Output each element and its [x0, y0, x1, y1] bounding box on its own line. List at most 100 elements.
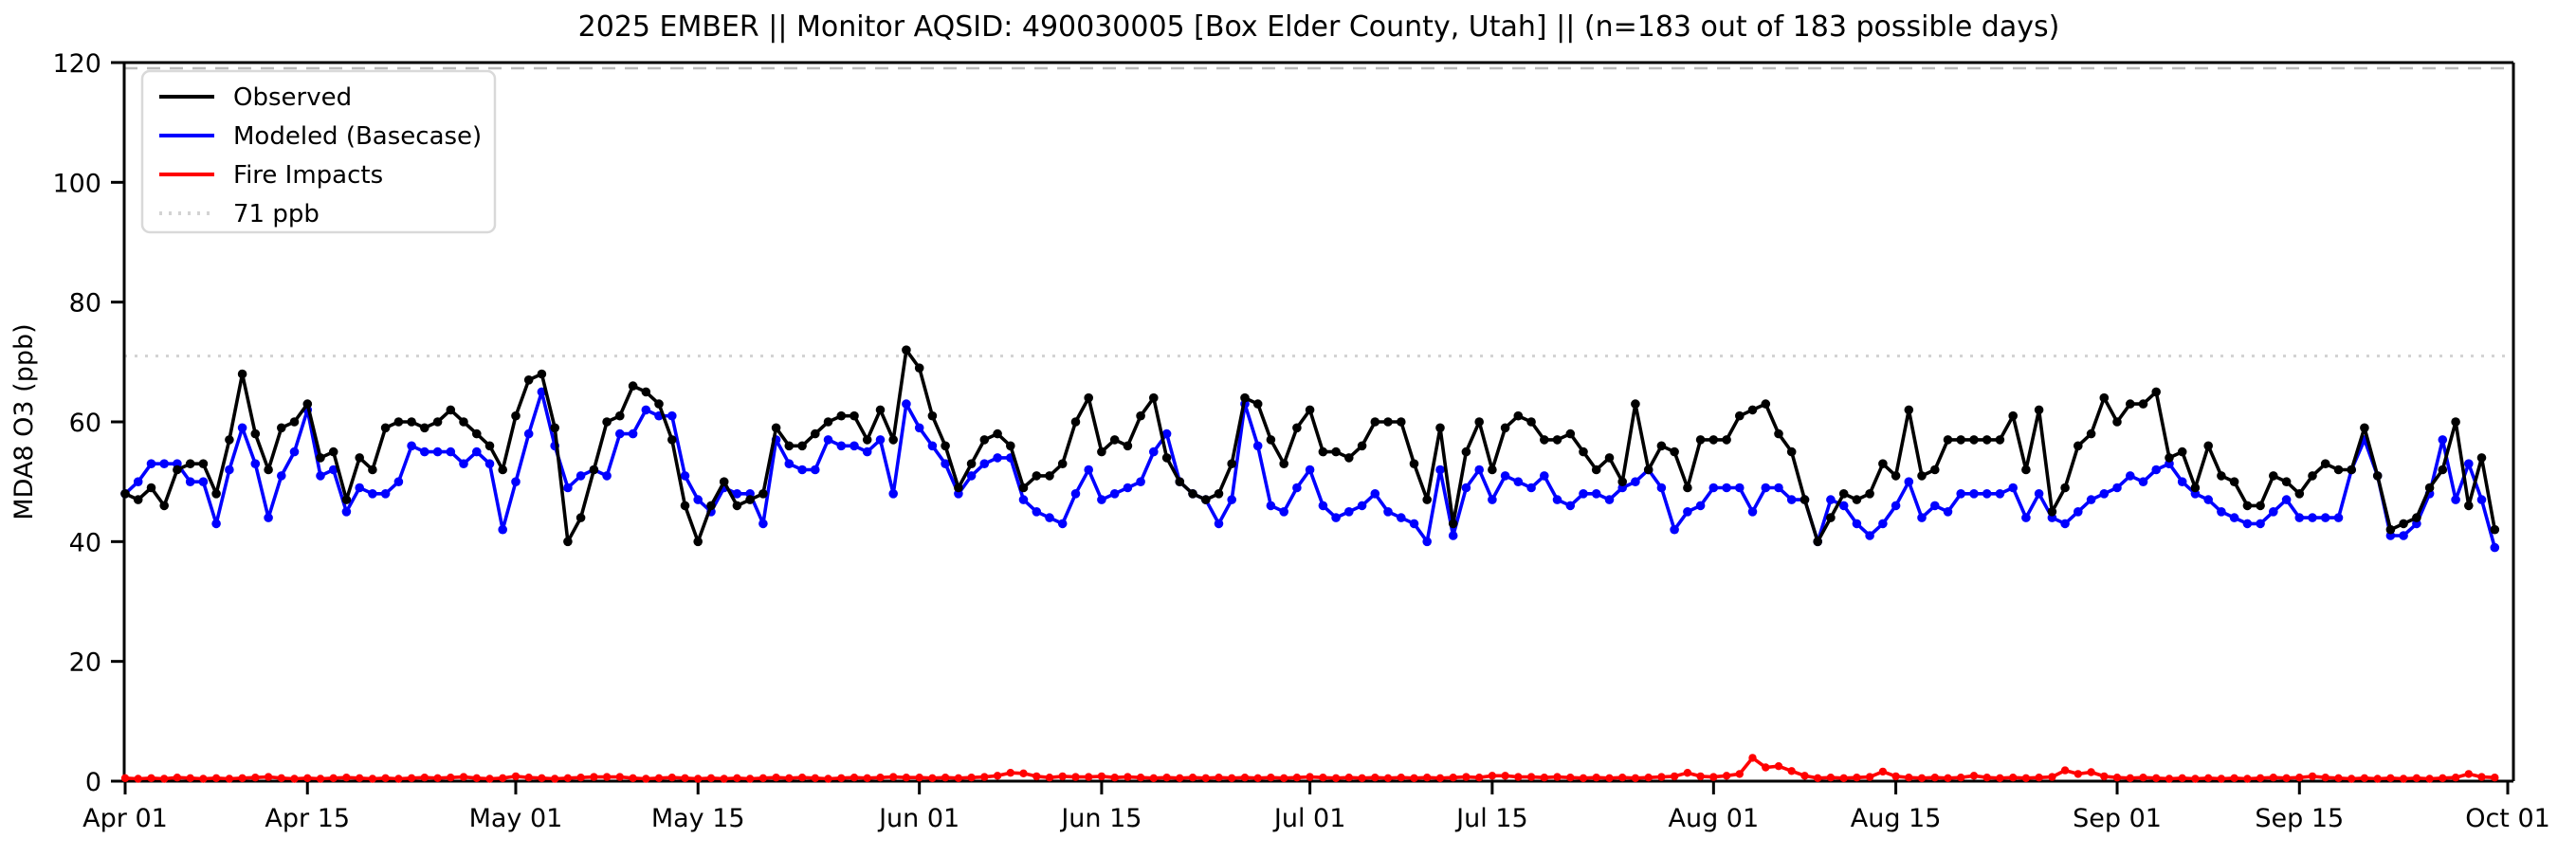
- modeled-basecase-point: [784, 459, 795, 469]
- fire-impacts-point: [1774, 762, 1783, 771]
- fire-impacts-point: [2126, 774, 2134, 782]
- fire-impacts-point: [2373, 775, 2382, 783]
- observed-point: [2451, 417, 2460, 427]
- fire-impacts-point: [1397, 774, 1406, 782]
- observed-point: [1109, 435, 1120, 445]
- observed-point: [1149, 392, 1159, 403]
- modeled-basecase-point: [1149, 447, 1159, 457]
- modeled-basecase-point: [1018, 495, 1029, 504]
- observed-point: [2242, 501, 2253, 511]
- fire-impacts-point: [1579, 774, 1588, 782]
- fire-impacts-point: [745, 775, 755, 783]
- modeled-basecase-point: [237, 423, 247, 433]
- observed-point: [380, 423, 391, 433]
- modeled-basecase-point: [628, 428, 638, 439]
- modeled-basecase-point: [850, 441, 859, 451]
- observed-point: [811, 428, 820, 439]
- fire-impacts-point: [2334, 774, 2343, 782]
- observed-point: [823, 417, 833, 427]
- observed-point: [850, 410, 859, 421]
- observed-point: [1617, 477, 1627, 486]
- modeled-basecase-point: [2177, 477, 2187, 486]
- modeled-basecase-point: [1292, 483, 1302, 493]
- fire-impacts-point: [1592, 774, 1600, 782]
- fire-impacts-point: [863, 774, 871, 782]
- modeled-basecase-point: [1383, 507, 1393, 517]
- observed-point: [615, 410, 625, 421]
- observed-point: [302, 399, 313, 409]
- fire-impacts-point: [1670, 772, 1679, 781]
- modeled-basecase-point: [1097, 495, 1106, 504]
- fire-impacts-point: [2321, 774, 2329, 782]
- observed-point: [836, 410, 847, 421]
- fire-impacts-point: [1045, 774, 1054, 782]
- observed-point: [264, 465, 273, 475]
- modeled-basecase-point: [1331, 513, 1341, 522]
- fire-impacts-point: [811, 774, 819, 782]
- observed-point: [1045, 471, 1054, 481]
- fire-impacts-point: [889, 773, 898, 781]
- fire-impacts-point: [1019, 769, 1028, 777]
- fire-impacts-point: [1826, 774, 1836, 782]
- modeled-basecase-point: [159, 459, 169, 469]
- modeled-basecase-point: [563, 483, 573, 493]
- observed-point: [185, 459, 195, 469]
- observed-line: [124, 348, 2497, 544]
- fire-impacts-point: [368, 775, 377, 783]
- x-tick-label: Jul 01: [1272, 804, 1346, 833]
- fire-impacts-point: [615, 773, 624, 781]
- fire-impacts-point: [485, 775, 494, 783]
- fire-impacts-point: [1644, 774, 1653, 782]
- modeled-basecase-point: [277, 471, 286, 481]
- modeled-basecase-point: [393, 477, 404, 486]
- modeled-basecase-point: [1123, 483, 1133, 493]
- modeled-basecase-point: [979, 459, 990, 469]
- modeled-basecase-point: [1747, 507, 1758, 517]
- fire-impacts-point: [928, 774, 937, 782]
- modeled-basecase-point: [446, 447, 456, 457]
- legend: Observed Modeled (Basecase) Fire Impacts…: [140, 69, 497, 234]
- fire-impacts-point: [1371, 774, 1379, 782]
- observed-point: [589, 465, 599, 475]
- observed-point: [1488, 465, 1497, 475]
- observed-point: [1123, 441, 1133, 451]
- observed-point: [1227, 459, 1236, 469]
- fire-impacts-point: [2021, 774, 2031, 782]
- observed-point: [2177, 447, 2187, 457]
- fire-impacts-point: [356, 774, 364, 782]
- legend-label-threshold: 71 ppb: [233, 200, 320, 228]
- fire-impacts-point: [1032, 772, 1041, 781]
- modeled-basecase-point: [797, 465, 807, 475]
- fire-impacts-point: [954, 774, 963, 782]
- fire-impacts-point: [1071, 773, 1080, 781]
- modeled-basecase-point: [2281, 495, 2292, 504]
- observed-point: [2320, 459, 2330, 469]
- fire-impacts-point: [1905, 774, 1913, 782]
- modeled-basecase-point: [1500, 471, 1510, 481]
- fire-impacts-point: [1762, 763, 1770, 772]
- observed-point: [2360, 423, 2369, 433]
- modeled-basecase-point: [1631, 477, 1640, 486]
- fire-impacts-point: [511, 772, 521, 781]
- y-tick-label: 20: [69, 648, 101, 678]
- observed-point: [1774, 428, 1783, 439]
- fire-impacts-point: [2399, 775, 2408, 783]
- fire-impacts-point: [720, 775, 728, 783]
- fire-impacts-point: [590, 773, 598, 781]
- fire-impacts-point: [1540, 774, 1549, 782]
- observed-point: [1266, 435, 1276, 445]
- modeled-basecase-point: [1045, 513, 1054, 522]
- modeled-basecase-point: [185, 477, 195, 486]
- observed-point: [550, 423, 559, 433]
- modeled-basecase-point: [225, 465, 234, 475]
- observed-point: [1318, 447, 1328, 457]
- fire-impacts-point: [1553, 773, 1562, 781]
- fire-impacts-point: [524, 774, 533, 782]
- modeled-basecase-point: [1136, 477, 1145, 486]
- modeled-basecase-point: [575, 471, 586, 481]
- modeled-basecase-point: [264, 513, 273, 522]
- modeled-basecase-point: [1930, 501, 1940, 511]
- modeled-basecase-point: [680, 471, 690, 481]
- fire-impacts-point: [2191, 775, 2200, 783]
- fire-impacts-point: [1253, 774, 1262, 782]
